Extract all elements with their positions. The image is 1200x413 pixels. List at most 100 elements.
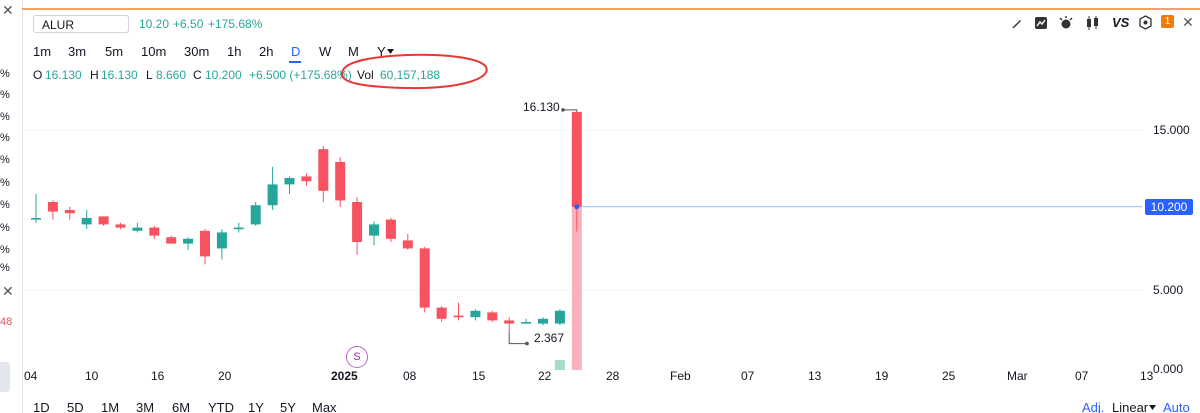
ohlc-high: 16.130 — [101, 68, 138, 82]
candle-body — [487, 312, 498, 321]
timeframe-30m[interactable]: 30m — [184, 44, 210, 59]
volume-value: 60,157,188 — [380, 68, 441, 82]
candle-body — [149, 227, 160, 236]
time-tick: 08 — [403, 369, 417, 383]
candle-body — [571, 111, 582, 207]
candle-body — [385, 219, 396, 239]
compare-button[interactable]: VS — [1112, 15, 1130, 30]
active-timeframe-indicator — [289, 61, 301, 63]
time-tick: 19 — [875, 369, 889, 383]
timeframe-Y[interactable]: Y — [377, 44, 386, 59]
pencil-icon[interactable] — [1011, 17, 1023, 29]
range-3M[interactable]: 3M — [136, 400, 155, 413]
timeframe-W[interactable]: W — [319, 44, 332, 59]
candle-body — [183, 238, 194, 244]
ohlc-high-label: H — [90, 68, 99, 82]
candle-body — [47, 202, 58, 212]
candle-body — [402, 240, 413, 249]
time-tick: 22 — [538, 369, 552, 383]
candle-body — [166, 237, 177, 244]
time-tick: 28 — [606, 369, 620, 383]
price-change: +6.50 — [173, 17, 204, 31]
chevron-down-icon[interactable] — [387, 49, 394, 54]
notification-badge[interactable]: 1 — [1161, 15, 1174, 28]
alert-icon[interactable] — [1058, 15, 1074, 31]
price-tick: 5.000 — [1153, 283, 1184, 297]
close-icon[interactable]: ✕ — [2, 2, 14, 18]
volume-label: Vol — [357, 68, 374, 82]
timeframe-5m[interactable]: 5m — [105, 44, 124, 59]
candle-body — [419, 248, 430, 308]
volume-bar — [554, 360, 565, 370]
left-panel-handle[interactable] — [0, 362, 10, 392]
timeframe-3m[interactable]: 3m — [68, 44, 87, 59]
candle-body — [64, 210, 75, 214]
symbol-search-input[interactable]: ALUR — [33, 15, 129, 33]
price-change-percent: +175.68% — [208, 17, 263, 31]
pct-label: % — [0, 89, 10, 101]
timeframe-D[interactable]: D — [291, 44, 301, 59]
range-YTD[interactable]: YTD — [208, 400, 234, 413]
ohlc-close-label: C — [193, 68, 202, 82]
pct-label: % — [0, 154, 10, 166]
close-icon[interactable]: ✕ — [1182, 14, 1194, 30]
time-tick: 15 — [472, 369, 486, 383]
timeframe-1m[interactable]: 1m — [33, 44, 52, 59]
settings-icon[interactable] — [1138, 15, 1153, 30]
pct-label: % — [0, 199, 10, 211]
price-chart[interactable] — [22, 85, 1142, 370]
timeframe-1h[interactable]: 1h — [227, 44, 242, 59]
range-Max[interactable]: Max — [312, 400, 337, 413]
range-1D[interactable]: 1D — [33, 400, 50, 413]
time-tick: 2025 — [331, 369, 358, 383]
close-icon[interactable]: ✕ — [2, 283, 14, 299]
candle-body — [132, 227, 143, 231]
pct-label: % — [0, 111, 10, 123]
range-1Y[interactable]: 1Y — [248, 400, 264, 413]
last-price: 10.20 — [139, 17, 170, 31]
low-annotation: 2.367 — [534, 331, 565, 345]
time-tick: 13 — [1140, 369, 1154, 383]
current-price-tag: 10.200 — [1145, 199, 1193, 215]
ohlc-open-label: O — [33, 68, 43, 82]
candle-body — [31, 218, 41, 220]
auto-scale-toggle[interactable]: Auto — [1163, 400, 1190, 413]
ohlc-low-label: L — [146, 68, 153, 82]
last-price-dot — [574, 204, 580, 210]
chart-type-icon[interactable] — [1034, 16, 1048, 30]
event-marker[interactable]: S — [346, 346, 368, 368]
time-tick: 07 — [741, 369, 755, 383]
candles-icon[interactable] — [1085, 15, 1099, 31]
time-tick: 07 — [1075, 369, 1089, 383]
time-tick: 04 — [24, 369, 38, 383]
candle-body — [98, 216, 109, 225]
candles-layer — [31, 108, 1142, 370]
candle-body — [81, 218, 92, 225]
pct-label: % — [0, 68, 10, 80]
candle-body — [453, 315, 464, 318]
candle-body — [504, 320, 515, 324]
timeframe-2h[interactable]: 2h — [259, 44, 274, 59]
candle-body — [335, 162, 346, 201]
timeframe-M[interactable]: M — [348, 44, 359, 59]
candle-body — [284, 178, 295, 185]
scale-select[interactable]: Linear — [1112, 400, 1149, 413]
pct-label: % — [0, 262, 10, 274]
candle-body — [521, 322, 532, 324]
candle-body — [250, 205, 261, 225]
candle-body — [318, 149, 329, 191]
adjust-toggle[interactable]: Adj. — [1082, 400, 1105, 413]
range-5D[interactable]: 5D — [67, 400, 84, 413]
candle-body — [470, 310, 481, 318]
range-5Y[interactable]: 5Y — [280, 400, 296, 413]
range-6M[interactable]: 6M — [172, 400, 191, 413]
range-1M[interactable]: 1M — [101, 400, 120, 413]
time-tick: 16 — [151, 369, 165, 383]
time-tick: 10 — [85, 369, 99, 383]
time-tick: 13 — [808, 369, 822, 383]
high-annotation: 16.130 — [523, 100, 560, 114]
candle-body — [554, 310, 565, 324]
low-annotation-line — [508, 331, 527, 345]
chevron-down-icon[interactable] — [1149, 405, 1156, 410]
timeframe-10m[interactable]: 10m — [141, 44, 167, 59]
